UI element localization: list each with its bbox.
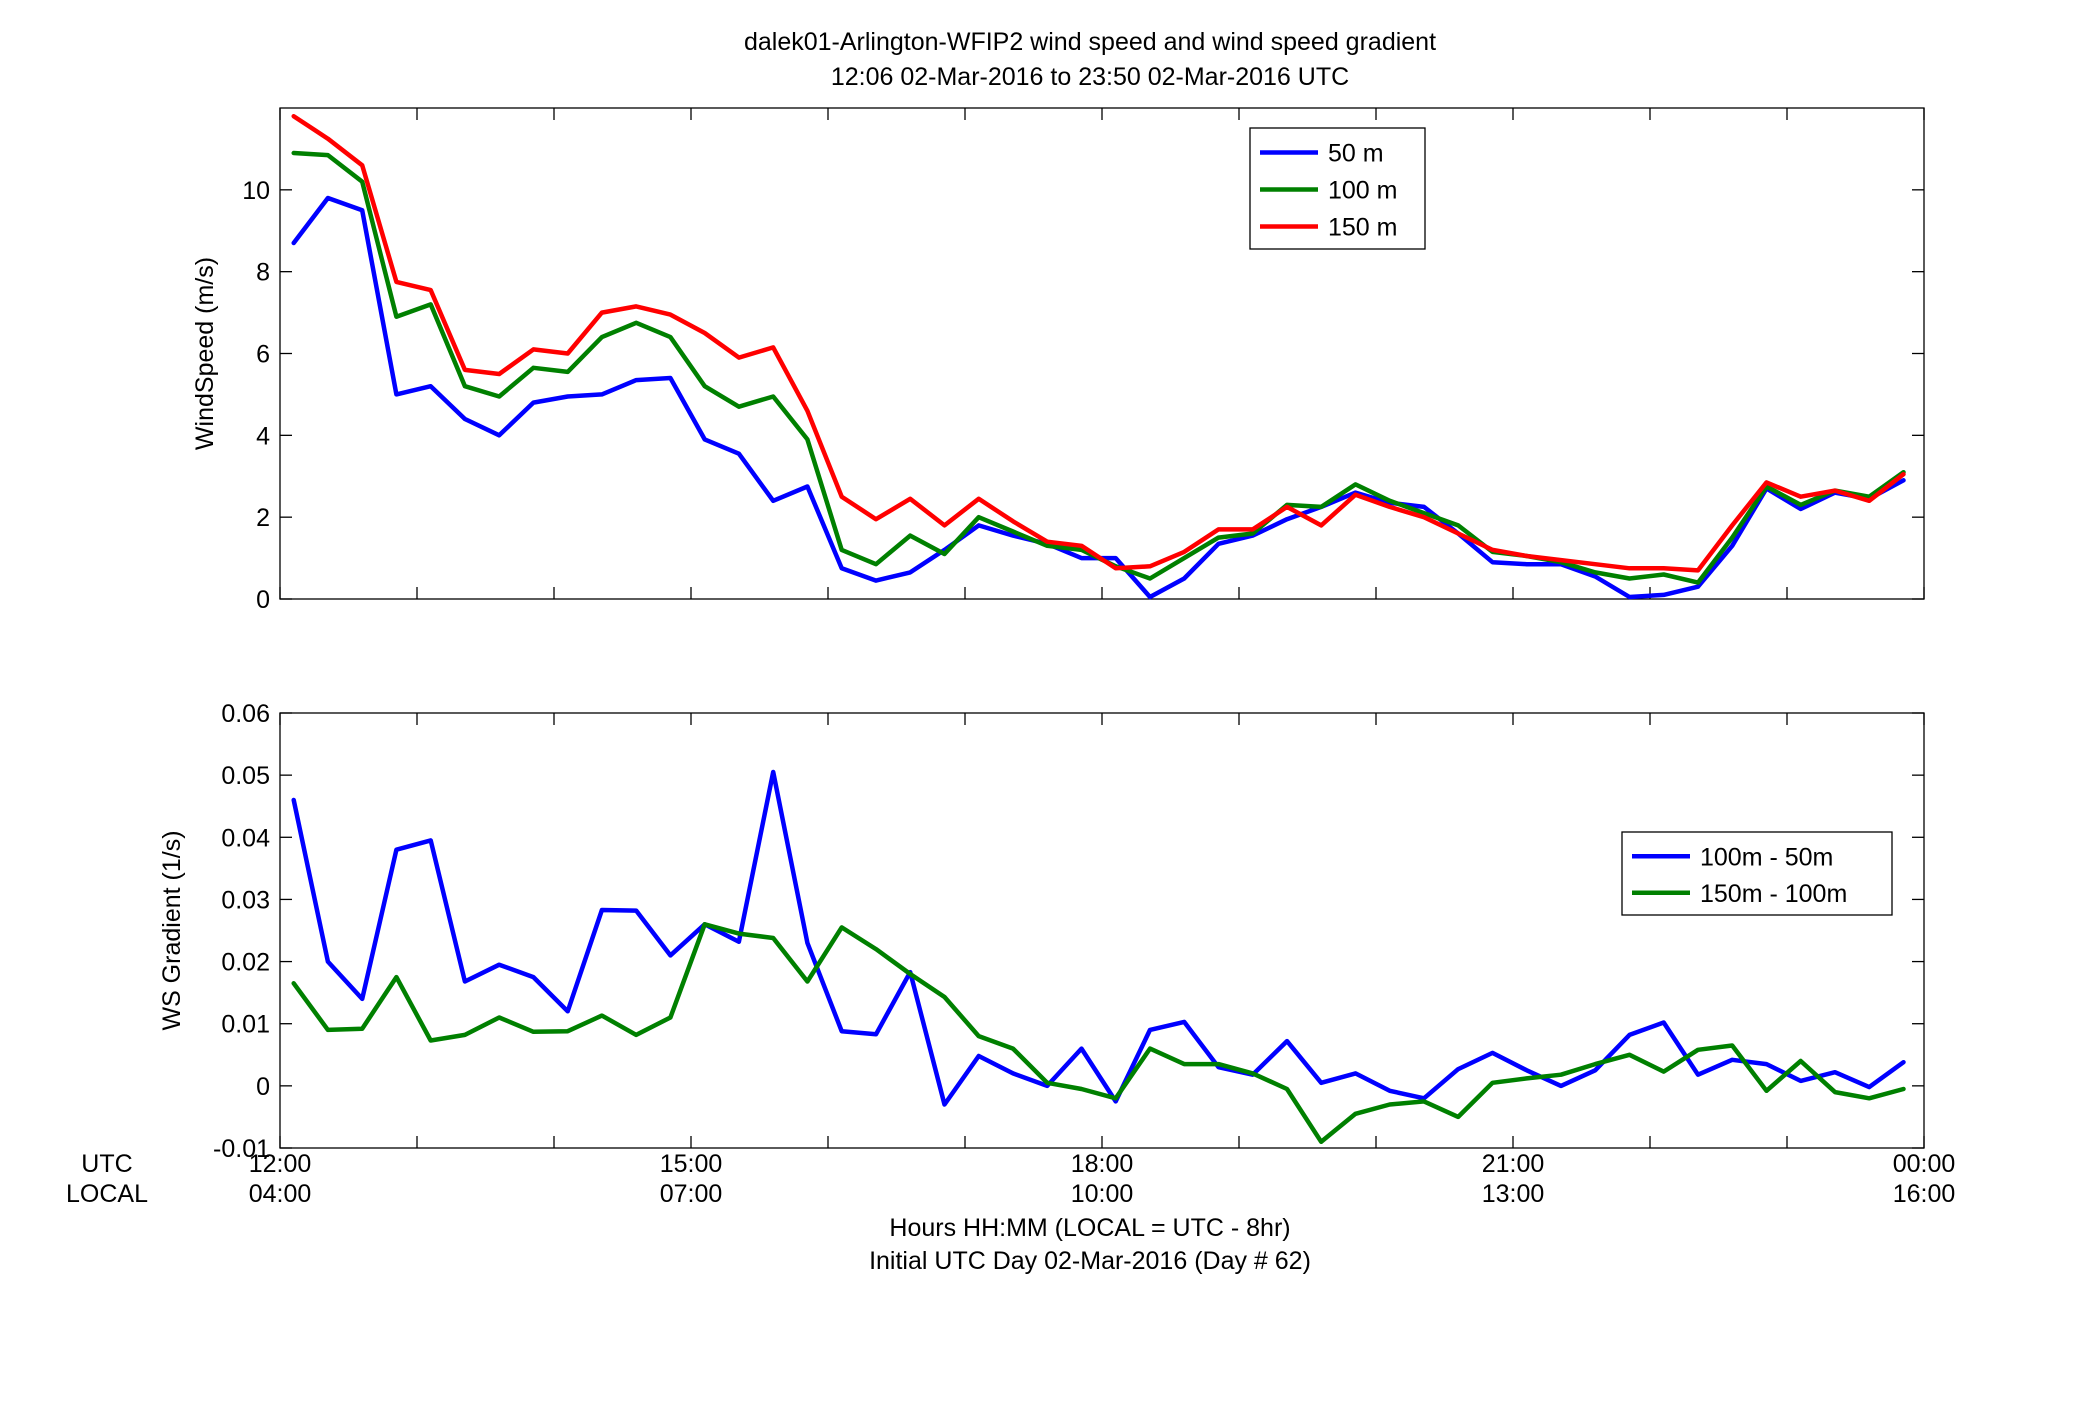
ytick-label: 0.03	[221, 886, 270, 914]
series-line-150-m	[291, 113, 1906, 573]
utc-row-label: UTC	[81, 1150, 132, 1178]
ytick-label: 10	[242, 177, 270, 205]
yaxis-label: WS Gradient (1/s)	[158, 830, 186, 1030]
legend: 100m - 50m 150m - 100m	[1621, 831, 1893, 916]
chart-subtitle: 12:06 02-Mar-2016 to 23:50 02-Mar-2016 U…	[831, 63, 1349, 91]
ytick-label: 0.02	[221, 949, 270, 977]
legend-entry: 100m - 50m	[1700, 843, 1833, 871]
windspeed-plot: 0 2 4 6 8 10 WindSpeed (m/s) 50 m 100 m 150 m	[191, 107, 1925, 614]
legend: 50 m 100 m 150 m	[1249, 127, 1426, 250]
xtick-label-local: 16:00	[1893, 1180, 1956, 1208]
xtick-label-utc: 00:00	[1893, 1150, 1956, 1178]
yaxis-label: WindSpeed (m/s)	[191, 257, 219, 450]
ytick-label: 6	[256, 341, 270, 369]
local-row-label: LOCAL	[66, 1180, 148, 1208]
gradient-plot: -0.01 0 0.01 0.02 0.03 0.04 0.05 0.06 WS Gradien…	[158, 700, 1925, 1163]
xtick-label-utc: 21:00	[1482, 1150, 1545, 1178]
ytick-label: 0	[256, 586, 270, 614]
legend-box	[1621, 831, 1893, 916]
ytick-label: -0.01	[213, 1135, 270, 1163]
legend-entry: 150m - 100m	[1700, 880, 1847, 908]
ytick-label: 0.06	[221, 700, 270, 728]
xaxis-label: Hours HH:MM (LOCAL = UTC - 8hr)	[889, 1214, 1290, 1242]
xtick-label-local: 07:00	[660, 1180, 723, 1208]
time-axis-labels: UTC LOCAL Hours HH:MM (LOCAL = UTC - 8hr…	[66, 1150, 1955, 1275]
ytick-label: 0.01	[221, 1011, 270, 1039]
ytick-label: 2	[256, 504, 270, 532]
xtick-label-local: 13:00	[1482, 1180, 1545, 1208]
ytick-label: 0.05	[221, 762, 270, 790]
chart-title: dalek01-Arlington-WFIP2 wind speed and w…	[744, 28, 1436, 56]
xtick-label-local: 10:00	[1071, 1180, 1134, 1208]
legend-entry: 100 m	[1328, 177, 1397, 205]
ytick-label: 4	[256, 422, 270, 450]
series-line-150m-100m	[291, 922, 1906, 1145]
xtick-label-utc: 18:00	[1071, 1150, 1134, 1178]
xaxis-sublabel: Initial UTC Day 02-Mar-2016 (Day # 62)	[869, 1247, 1311, 1275]
ytick-label: 0	[256, 1073, 270, 1101]
xtick-label-utc: 12:00	[249, 1150, 312, 1178]
xtick-label-local: 04:00	[249, 1180, 312, 1208]
series-line-100m-50m	[291, 769, 1906, 1107]
legend-entry: 150 m	[1328, 214, 1397, 242]
ytick-label: 0.04	[221, 824, 270, 852]
ytick-label: 8	[256, 259, 270, 287]
xtick-label-utc: 15:00	[660, 1150, 723, 1178]
legend-entry: 50 m	[1328, 140, 1384, 168]
plot-area	[279, 712, 1925, 1149]
